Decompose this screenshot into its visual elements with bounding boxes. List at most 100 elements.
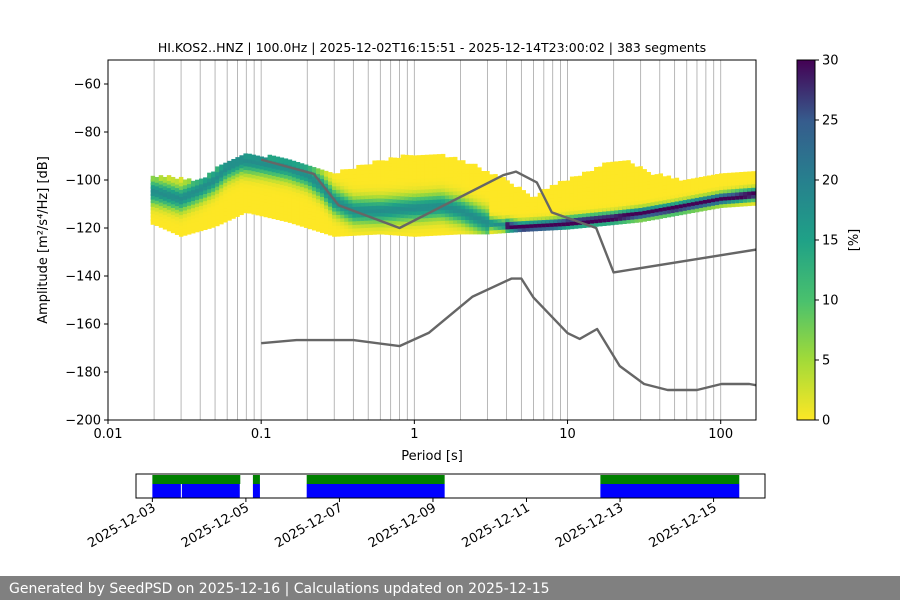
heat-cell: [332, 176, 337, 183]
heat-cell: [481, 214, 486, 220]
colorbar-tick-label: 20: [822, 174, 839, 189]
heat-cell: [590, 185, 595, 192]
availability-tick-label: 2025-12-03: [85, 500, 158, 551]
heat-cell: [154, 194, 160, 201]
heat-cell: [319, 223, 325, 230]
colorbar-tick-label: 25: [822, 114, 839, 129]
heat-cell: [166, 185, 172, 192]
heat-cell: [630, 210, 635, 217]
heat-cell: [469, 181, 474, 188]
heat-cell: [465, 221, 470, 228]
heat-cell: [622, 182, 627, 189]
heat-cell: [501, 184, 506, 191]
heat-cell: [428, 201, 434, 208]
heat-cell: [626, 185, 631, 192]
heat-cell: [646, 207, 651, 214]
heat-cell: [602, 169, 607, 176]
heat-cell: [392, 161, 397, 168]
heat-cell: [412, 187, 418, 194]
heat-cell: [255, 195, 260, 201]
heat-cell: [279, 211, 285, 218]
heat-cell: [465, 207, 470, 213]
heat-cell: [380, 221, 385, 228]
heat-cell: [364, 178, 369, 185]
heat-cell: [396, 219, 402, 225]
heat-cell: [324, 199, 329, 206]
heat-cell: [529, 214, 535, 221]
heat-cell: [525, 218, 531, 225]
heat-cell: [444, 207, 450, 214]
heat-cell: [638, 169, 643, 176]
heat-cell: [340, 208, 345, 215]
heat-cell: [191, 202, 196, 209]
heat-cell: [283, 201, 289, 208]
heat-cell: [182, 201, 188, 207]
heat-cell: [727, 183, 732, 190]
heat-cell: [162, 205, 168, 212]
heat-cell: [694, 192, 700, 198]
heat-cell: [501, 223, 506, 230]
heat-cell: [404, 208, 410, 215]
heat-cell: [489, 217, 494, 224]
heat-cell: [332, 230, 337, 237]
heat-cell: [170, 198, 176, 205]
heat-cell: [489, 206, 494, 213]
heat-cell: [638, 213, 643, 219]
heat-cell: [614, 164, 619, 171]
heat-cell: [658, 177, 664, 183]
heat-cell: [682, 201, 688, 208]
heat-cell: [465, 189, 470, 195]
heat-cell: [529, 207, 535, 214]
heat-cell: [227, 186, 232, 192]
heat-cell: [501, 202, 506, 209]
heat-cell: [751, 192, 756, 199]
heat-cell: [642, 169, 647, 175]
heat-cell: [408, 155, 414, 161]
heat-cell: [553, 217, 559, 224]
heat-cell: [481, 210, 486, 217]
heat-cell: [545, 224, 551, 231]
heat-cell: [279, 171, 285, 178]
heat-cell: [291, 214, 297, 221]
heat-cell: [582, 182, 587, 189]
heat-cell: [614, 182, 619, 189]
heat-cell: [453, 160, 458, 167]
heat-cell: [453, 203, 458, 210]
heat-cell: [186, 189, 192, 195]
heat-cell: [432, 226, 438, 233]
chart-title: HI.KOS2..HNZ | 100.0Hz | 2025-12-02T16:1…: [158, 40, 706, 55]
heat-cell: [380, 228, 385, 235]
heat-cell: [267, 169, 273, 175]
heat-cell: [279, 193, 285, 200]
heat-cell: [158, 218, 164, 225]
heat-cell: [259, 178, 264, 184]
heat-cell: [158, 200, 164, 207]
heat-cell: [461, 171, 466, 177]
heat-cell: [432, 229, 438, 236]
heat-cell: [541, 221, 547, 228]
heat-cell: [469, 199, 474, 206]
heat-cell: [453, 218, 458, 224]
heat-cell: [485, 174, 490, 181]
heat-cell: [154, 205, 160, 212]
heat-cell: [251, 179, 256, 186]
heat-cell: [440, 218, 446, 225]
heat-cell: [493, 177, 498, 184]
heat-cell: [489, 199, 494, 206]
heat-cell: [521, 211, 526, 218]
heat-cell: [295, 194, 301, 201]
heat-cell: [299, 206, 305, 213]
heat-cell: [747, 178, 752, 185]
heat-cell: [448, 193, 454, 199]
heat-cell: [303, 218, 309, 225]
heat-cell: [614, 161, 619, 168]
heat-cell: [315, 179, 321, 185]
heat-cell: [731, 172, 736, 179]
heat-cell: [424, 187, 430, 193]
heat-cell: [303, 214, 309, 221]
heat-cell: [166, 214, 172, 221]
heat-cell: [614, 200, 619, 207]
heat-cell: [682, 208, 688, 215]
heat-cell: [485, 214, 490, 220]
heat-cell: [207, 190, 212, 197]
